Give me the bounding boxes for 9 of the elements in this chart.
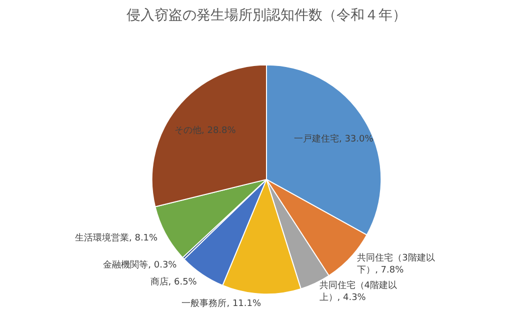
slice-label: 一般事務所, 11.1% (182, 298, 262, 310)
slice-label: 金融機関等, 0.3% (103, 259, 178, 270)
slice-label: 共同住宅（4階建以上）, 4.3% (319, 280, 397, 304)
slice-label: 商店, 6.5% (150, 276, 198, 288)
slice-label: 共同住宅（3階建以下）, 7.8% (357, 252, 435, 276)
slice-label: その他, 28.8% (174, 125, 236, 136)
chart-title: 侵入窃盗の発生場所別認知件数（令和４年） (126, 8, 406, 24)
slice-label: 生活環境営業, 8.1% (74, 232, 158, 244)
slice-label: 一戸建住宅, 33.0% (294, 134, 374, 145)
